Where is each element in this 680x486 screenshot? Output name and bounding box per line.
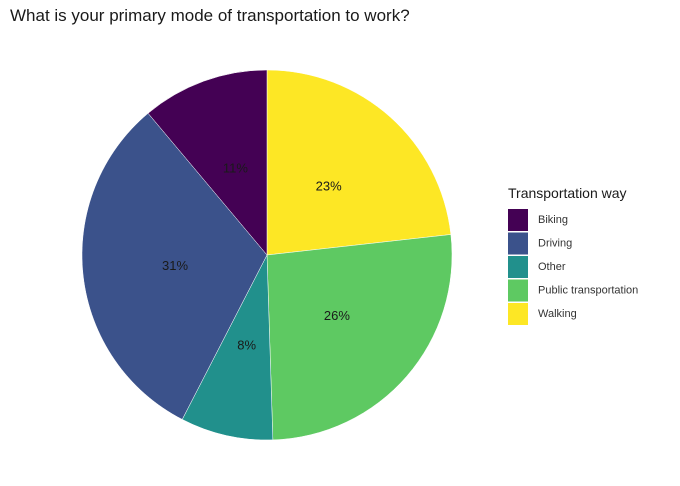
pie-slice-other <box>181 254 274 441</box>
pie-slice-walking <box>266 69 452 256</box>
legend-label-walking: Walking <box>538 308 577 320</box>
slice-label-biking: 11% <box>223 161 248 176</box>
slice-label-walking: 23% <box>316 179 342 194</box>
legend-label-driving: Driving <box>538 238 572 250</box>
legend-key-other <box>508 256 528 278</box>
pie-slice-public-transportation <box>266 234 453 441</box>
legend-label-other: Other <box>538 261 566 273</box>
chart-title: What is your primary mode of transportat… <box>10 6 410 25</box>
slice-label-public-transportation: 26% <box>324 308 350 323</box>
pie-slice-driving <box>81 112 268 420</box>
slice-label-driving: 31% <box>162 258 188 273</box>
legend-label-public-transportation: Public transportation <box>538 285 638 297</box>
pie-labels: 23% 26% 8% 31% 11% <box>162 161 350 353</box>
legend-key-biking <box>508 209 528 231</box>
legend-key-driving <box>508 232 528 255</box>
legend-key-walking <box>508 303 528 325</box>
slice-label-other: 8% <box>237 338 256 353</box>
legend-label-biking: Biking <box>538 214 568 226</box>
legend: Transportation way Biking Driving Other Publ… <box>508 185 638 325</box>
legend-key-public-transportation <box>508 279 528 302</box>
pie-slices <box>81 69 453 441</box>
legend-title: Transportation way <box>508 185 627 201</box>
pie-slice-biking <box>147 69 268 256</box>
